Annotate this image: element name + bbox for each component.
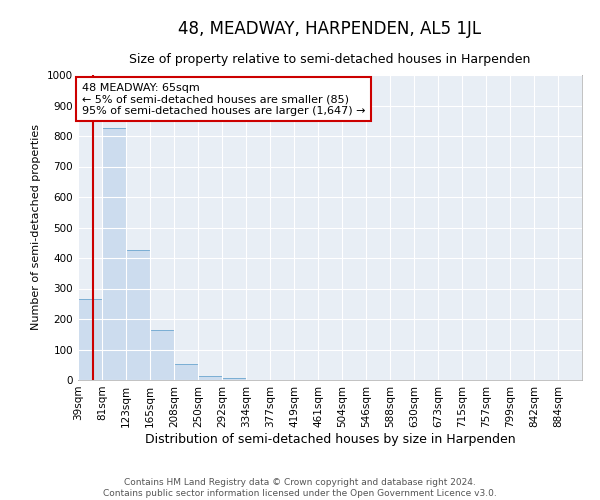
Bar	[78, 299, 102, 380]
Bar	[174, 364, 198, 380]
Y-axis label: Number of semi-detached properties: Number of semi-detached properties	[31, 124, 41, 330]
Bar	[102, 128, 126, 380]
Bar	[222, 378, 246, 380]
X-axis label: Distribution of semi-detached houses by size in Harpenden: Distribution of semi-detached houses by …	[145, 432, 515, 446]
Text: 48, MEADWAY, HARPENDEN, AL5 1JL: 48, MEADWAY, HARPENDEN, AL5 1JL	[178, 20, 482, 38]
Bar	[150, 330, 174, 380]
Text: 48 MEADWAY: 65sqm
← 5% of semi-detached houses are smaller (85)
95% of semi-deta: 48 MEADWAY: 65sqm ← 5% of semi-detached …	[82, 82, 365, 116]
Bar	[126, 250, 150, 380]
Text: Size of property relative to semi-detached houses in Harpenden: Size of property relative to semi-detach…	[130, 52, 530, 66]
Text: Contains HM Land Registry data © Crown copyright and database right 2024.
Contai: Contains HM Land Registry data © Crown c…	[103, 478, 497, 498]
Bar	[198, 376, 222, 380]
